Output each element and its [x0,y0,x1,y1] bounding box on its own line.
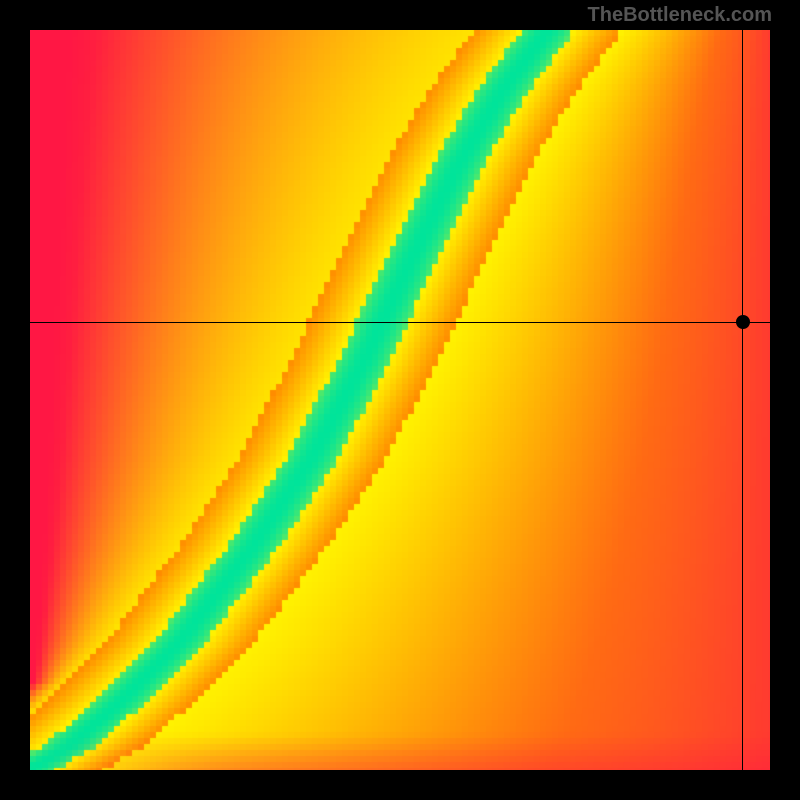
heatmap-plot [30,30,770,770]
watermark-text: TheBottleneck.com [588,4,772,27]
crosshair-vertical [742,30,743,770]
crosshair-horizontal [30,322,770,323]
data-point [736,315,750,329]
